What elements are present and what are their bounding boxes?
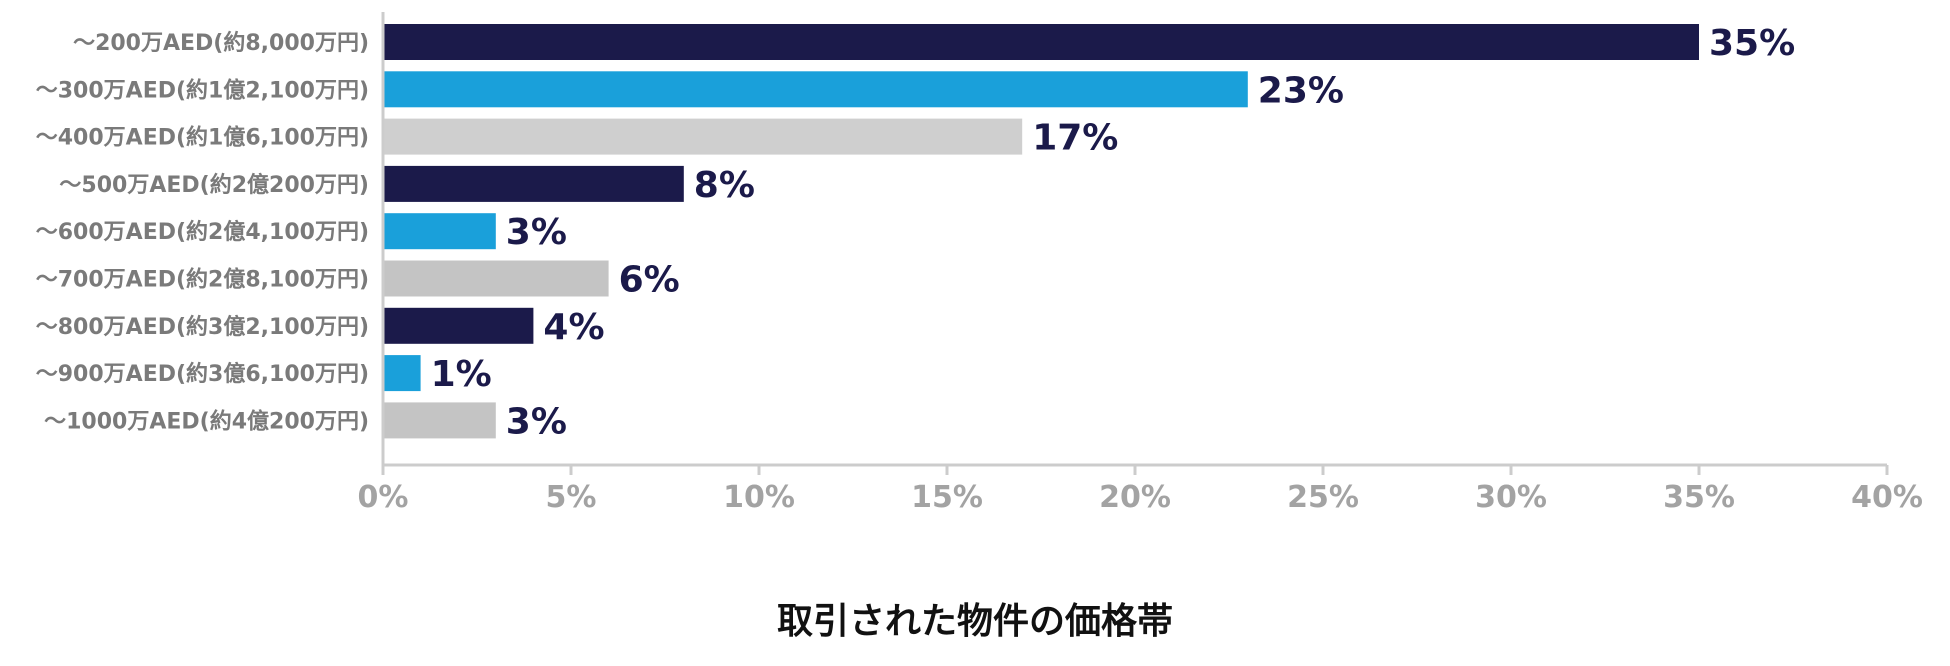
- category-label-6: 〜700万AED(約2億8,100万円): [36, 267, 369, 293]
- data-label-7: 4%: [543, 307, 604, 348]
- bar-7: [383, 307, 534, 344]
- x-tick-label-2: 5%: [546, 480, 597, 515]
- bar-2: [383, 71, 1248, 108]
- category-label-4: 〜500万AED(約2億200万円): [59, 172, 369, 198]
- category-label-2: 〜300万AED(約1億2,100万円): [36, 77, 369, 103]
- bar-8: [383, 355, 421, 392]
- category-labels-group: 〜200万AED(約8,000万円) 〜300万AED(約1億2,100万円) 〜4…: [36, 30, 369, 434]
- data-label-8: 1%: [431, 354, 492, 395]
- data-labels-group: 35% 23% 17% 8% 3% 6% 4% 1% 3%: [431, 23, 1796, 442]
- category-label-9: 〜1000万AED(約4億200万円): [44, 408, 369, 434]
- x-tick-label-5: 20%: [1099, 480, 1171, 515]
- bar-5: [383, 213, 496, 250]
- bar-3: [383, 118, 1023, 155]
- category-label-3: 〜400万AED(約1億6,100万円): [36, 125, 369, 151]
- category-label-5: 〜600万AED(約2億4,100万円): [36, 219, 369, 245]
- bars-group: [383, 24, 1699, 439]
- data-label-5: 3%: [506, 212, 567, 253]
- data-label-4: 8%: [694, 165, 755, 206]
- x-tick-label-4: 15%: [911, 480, 983, 515]
- x-tick-label-6: 25%: [1287, 480, 1359, 515]
- bar-6: [383, 260, 609, 297]
- x-tick-label-1: 0%: [358, 480, 409, 515]
- chart-title: 取引された物件の価格帯: [777, 601, 1173, 642]
- data-label-2: 23%: [1258, 70, 1344, 111]
- bar-9: [383, 402, 496, 439]
- category-label-8: 〜900万AED(約3億6,100万円): [36, 361, 369, 387]
- category-label-7: 〜800万AED(約3億2,100万円): [36, 314, 369, 340]
- data-label-6: 6%: [619, 260, 680, 301]
- x-tick-label-9: 40%: [1851, 480, 1923, 515]
- bar-4: [383, 165, 684, 202]
- x-tick-label-3: 10%: [723, 480, 795, 515]
- x-ticks-group: 0% 5% 10% 15% 20% 25% 30% 35% 40%: [358, 465, 1923, 515]
- x-tick-label-7: 30%: [1475, 480, 1547, 515]
- category-label-1: 〜200万AED(約8,000万円): [73, 30, 369, 56]
- bar-1: [383, 24, 1699, 60]
- x-tick-label-8: 35%: [1663, 480, 1735, 515]
- data-label-1: 35%: [1709, 23, 1795, 64]
- data-label-9: 3%: [506, 401, 567, 442]
- data-label-3: 17%: [1032, 118, 1118, 159]
